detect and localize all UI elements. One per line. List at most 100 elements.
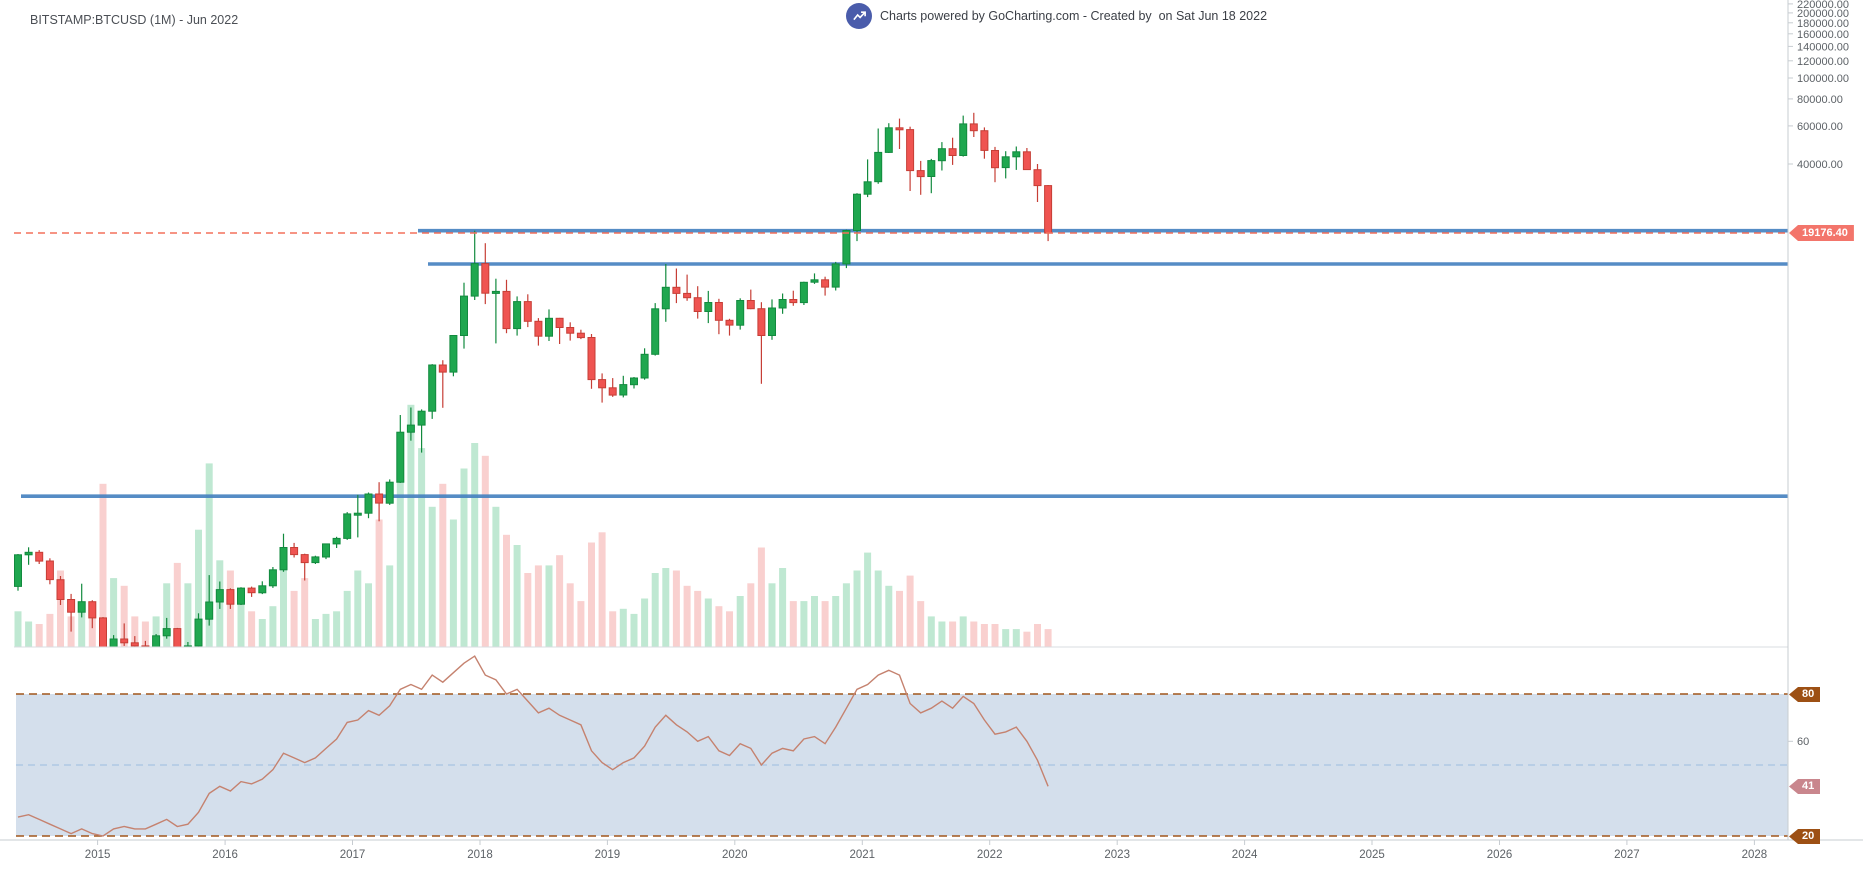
gocharting-logo-icon[interactable] <box>846 3 872 29</box>
rsi-lower-badge: 20 <box>1789 829 1821 844</box>
volume-bar <box>694 590 702 647</box>
volume-bar <box>460 468 468 647</box>
volume-bar <box>503 534 510 647</box>
candle-body <box>396 431 405 483</box>
candle-body <box>640 353 649 379</box>
candle-body <box>555 317 564 328</box>
volume-bar <box>545 565 553 647</box>
candle-body <box>353 512 362 516</box>
volume-bar <box>301 578 309 647</box>
volume-bar <box>662 568 670 647</box>
price-tick-label: 60000.00 <box>1797 121 1843 133</box>
volume-series <box>14 404 1052 647</box>
volume-bar <box>726 611 733 647</box>
volume-bar <box>747 583 755 647</box>
candle-body <box>661 286 670 310</box>
volume-bar <box>736 596 744 647</box>
year-tick-label[interactable]: 2019 <box>595 849 621 861</box>
candle-body <box>215 589 224 603</box>
year-tick-label[interactable]: 2024 <box>1232 849 1258 861</box>
candle-body <box>842 230 851 265</box>
year-tick-label[interactable]: 2028 <box>1742 849 1768 861</box>
price-tick-label: 160000.00 <box>1797 29 1849 41</box>
price-tick-label: 80000.00 <box>1797 94 1843 106</box>
year-tick-label[interactable]: 2015 <box>85 849 111 861</box>
volume-bar <box>1034 624 1041 647</box>
volume-bar <box>874 570 882 647</box>
candle-body <box>502 290 511 330</box>
year-tick-label[interactable]: 2027 <box>1614 849 1640 861</box>
header-attribution-text: Charts powered by GoCharting.com - Creat… <box>880 9 1268 23</box>
volume-bar <box>396 455 404 647</box>
volume-bar <box>35 624 43 647</box>
candle-body <box>513 301 522 330</box>
volume-bar <box>99 483 107 647</box>
candle-body <box>141 645 150 647</box>
candle-body <box>576 332 585 339</box>
volume-bar <box>513 545 521 647</box>
volume-bar <box>141 621 149 647</box>
volume-bar <box>163 583 171 647</box>
year-tick-label[interactable]: 2020 <box>722 849 748 861</box>
volume-bar <box>14 611 22 647</box>
candle-body <box>449 335 458 373</box>
candle-body <box>672 286 681 294</box>
year-tick-label[interactable]: 2025 <box>1359 849 1385 861</box>
candle-body <box>545 317 553 337</box>
candle-body <box>948 148 957 156</box>
volume-bar <box>25 621 33 647</box>
candle-body <box>300 554 309 564</box>
candle-body <box>56 579 65 601</box>
candle-body <box>768 307 776 336</box>
candle-body <box>534 320 543 337</box>
year-tick-label[interactable]: 2021 <box>850 849 876 861</box>
candle-body <box>651 308 660 355</box>
candle-body <box>322 543 330 558</box>
volume-bar <box>811 596 818 647</box>
candle-body <box>428 364 437 412</box>
candle-body <box>332 537 341 545</box>
candle-body <box>417 410 426 426</box>
rsi-line[interactable] <box>17 655 1049 837</box>
candle-body <box>746 300 755 310</box>
candle-body <box>608 387 617 396</box>
candle-body <box>1001 156 1010 169</box>
volume-bar <box>290 590 298 647</box>
candle-body <box>45 560 54 581</box>
volume-bar <box>237 601 245 647</box>
candle-body <box>343 513 352 539</box>
candle-body <box>279 547 288 571</box>
candle-body <box>438 364 447 373</box>
candle-body <box>927 160 936 178</box>
candle-body <box>247 587 256 594</box>
candle-body <box>183 645 192 647</box>
year-tick-label[interactable]: 2022 <box>977 849 1003 861</box>
volume-bar <box>110 578 118 647</box>
year-tick-label[interactable]: 2017 <box>340 849 366 861</box>
volume-bar <box>57 570 64 647</box>
volume-bar <box>418 448 426 647</box>
candle-body <box>757 308 766 337</box>
header: Charts powered by GoCharting.com - Creat… <box>846 3 1267 29</box>
price-tick-label: 40000.00 <box>1797 159 1843 171</box>
year-tick-label[interactable]: 2016 <box>212 849 238 861</box>
volume-bar <box>365 583 372 647</box>
rsi-value-badge: 41 <box>1789 779 1821 794</box>
year-tick-label[interactable]: 2023 <box>1104 849 1130 861</box>
candle-body <box>311 556 320 564</box>
volume-bar <box>343 590 351 647</box>
volume-bar <box>821 601 829 647</box>
trend-up-icon <box>852 10 866 20</box>
volume-bar <box>598 532 606 647</box>
candle-body <box>290 547 299 556</box>
candle-body <box>24 551 33 556</box>
year-tick-label[interactable]: 2026 <box>1487 849 1513 861</box>
volume-bar <box>896 590 903 647</box>
year-tick-label[interactable]: 2018 <box>467 849 493 861</box>
candle-body <box>35 551 44 562</box>
volume-bar <box>556 555 564 647</box>
volume-bar <box>704 598 712 647</box>
volume-bar <box>906 575 914 647</box>
